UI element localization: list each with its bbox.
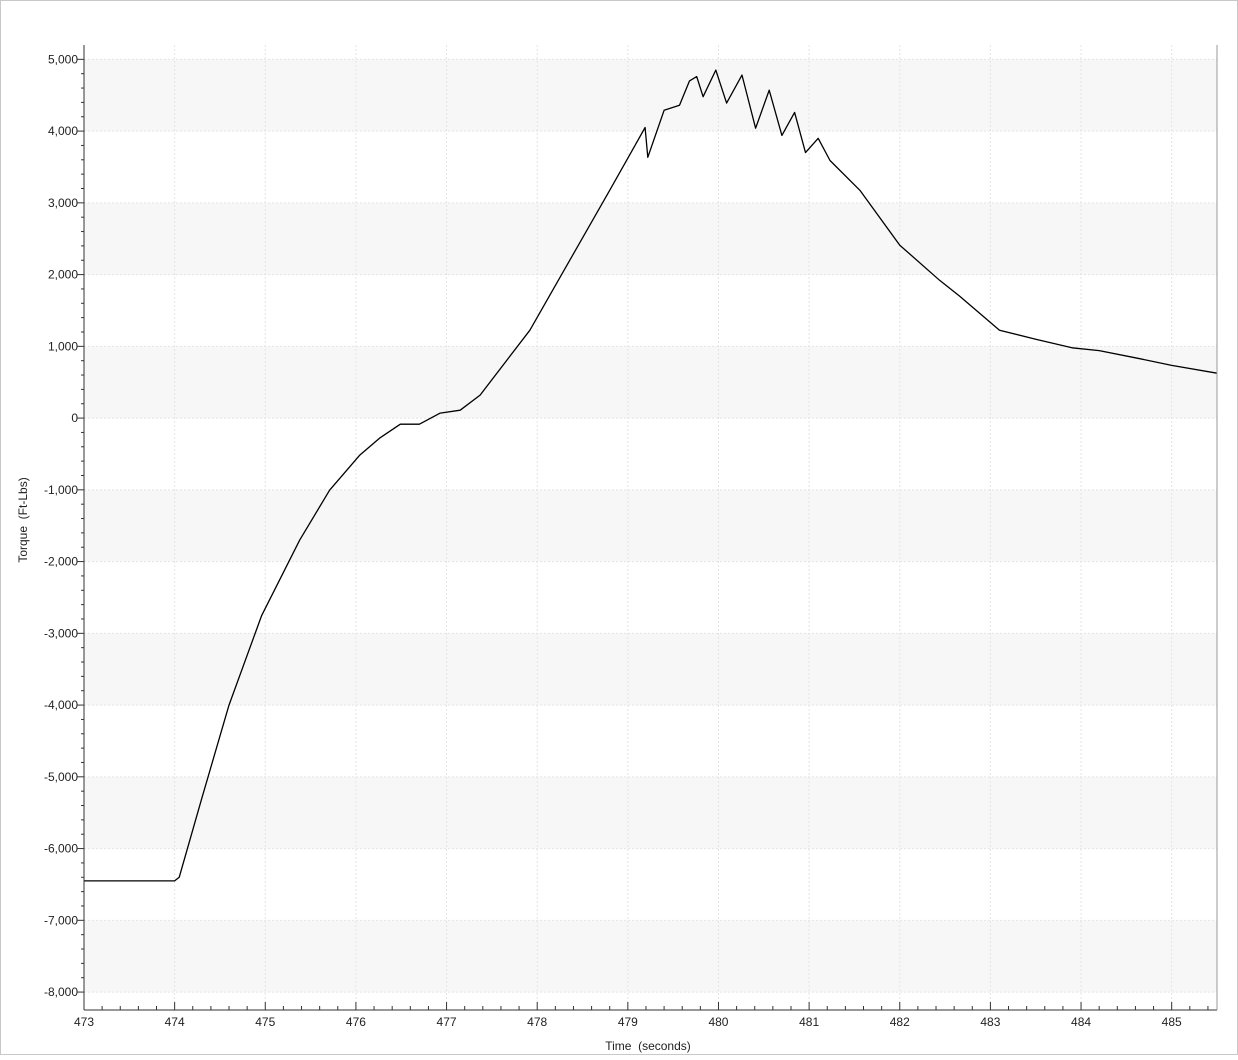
y-tick-label: 5,000	[48, 52, 78, 66]
x-tick-label: 480	[708, 1015, 728, 1029]
band	[84, 489, 1217, 562]
x-tick-label: 485	[1162, 1015, 1182, 1029]
y-axis-label: Torque (Ft-Lbs)	[16, 477, 30, 562]
band	[84, 776, 1217, 849]
band	[84, 920, 1217, 993]
y-tick-label: -6,000	[44, 842, 78, 856]
x-tick-label: 482	[890, 1015, 910, 1029]
x-tick-label: 484	[1071, 1015, 1091, 1029]
band	[84, 202, 1217, 275]
y-tick-label: -8,000	[44, 985, 78, 999]
y-tick-label: 3,000	[48, 196, 78, 210]
y-tick-label: 0	[71, 411, 78, 425]
x-axis-label: Time (seconds)	[605, 1039, 691, 1053]
y-tick-label: 1,000	[48, 339, 78, 353]
x-tick-label: 474	[165, 1015, 185, 1029]
band	[84, 59, 1217, 132]
x-tick-label: 473	[74, 1015, 94, 1029]
x-tick-label: 479	[618, 1015, 638, 1029]
y-tick-label: 2,000	[48, 268, 78, 282]
x-tick-label: 483	[980, 1015, 1000, 1029]
x-tick-label: 478	[527, 1015, 547, 1029]
x-tick-label: 477	[437, 1015, 457, 1029]
y-tick-label: -4,000	[44, 698, 78, 712]
band	[84, 633, 1217, 706]
line	[84, 69, 1218, 882]
y-tick-label: 4,000	[48, 124, 78, 138]
y-tick-label: -7,000	[44, 913, 78, 927]
y-tick-label: -3,000	[44, 626, 78, 640]
band	[84, 346, 1217, 419]
y-tick-label: -2,000	[44, 555, 78, 569]
y-tick-label: -5,000	[44, 770, 78, 784]
y-tick-label: -1,000	[44, 483, 78, 497]
x-tick-label: 475	[255, 1015, 275, 1029]
x-tick-label: 476	[346, 1015, 366, 1029]
x-tick-label: 481	[799, 1015, 819, 1029]
